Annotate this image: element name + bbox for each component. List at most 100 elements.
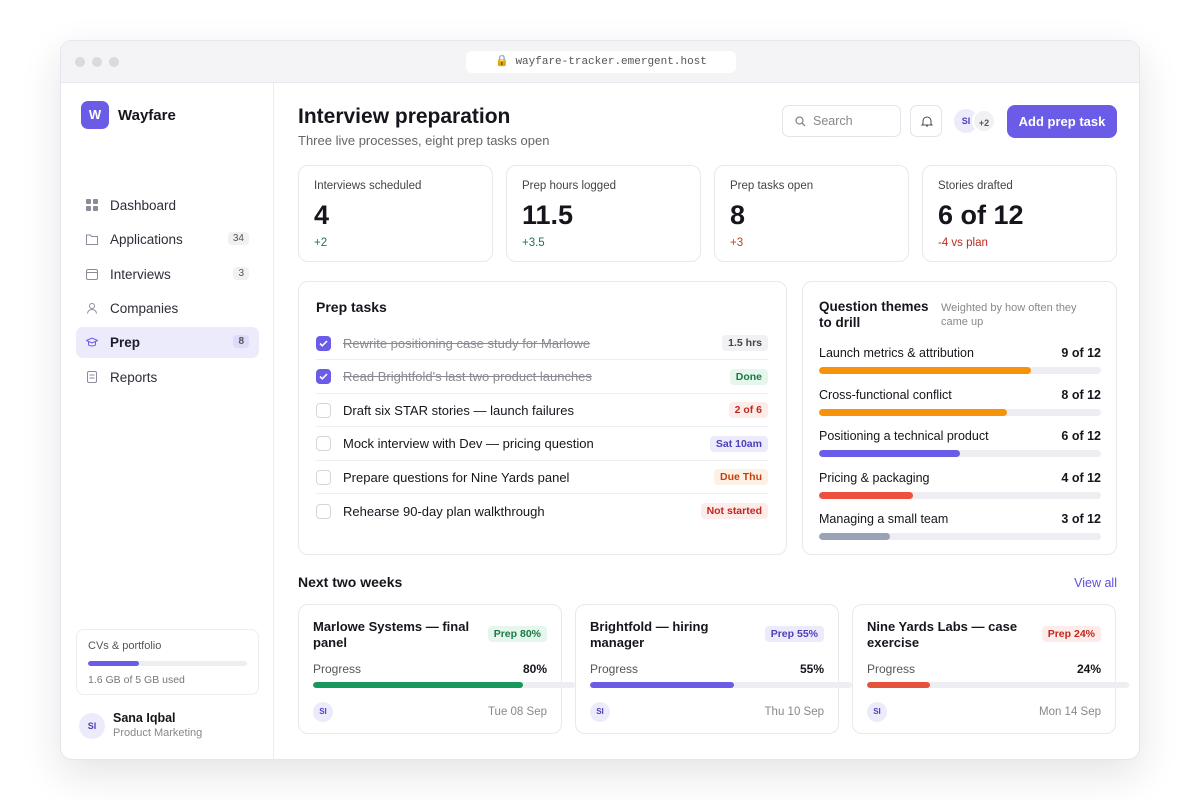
tasks-card: Prep tasks Rewrite positioning case stud… [298,281,787,555]
themes-note: Weighted by how often they came up [941,302,1077,328]
theme-head: Pricing & packaging 4 of 12 [819,471,1101,485]
theme: Managing a small team 3 of 12 [819,512,1101,541]
brand: Wayfare [118,107,176,124]
main: Interview preparation Three live process… [298,83,1129,759]
stat-card: Prep hours logged 11.5 +3.5 [506,165,701,262]
checkbox[interactable] [316,369,331,384]
checkbox[interactable] [316,335,331,351]
theme-bar [819,491,913,499]
deal-name: Marlowe Systems — final panel [313,619,470,650]
task-row: Read Brightfold's last two product launc… [316,361,768,394]
task-badge: Sat 10am [709,435,768,452]
theme-head: Cross-functional conflict 8 of 12 [819,388,1101,402]
nav-count: 34 [227,232,249,246]
nav-label: Prep [110,335,141,351]
theme: Cross-functional conflict 8 of 12 [819,388,1101,416]
task-text: Prepare questions for Nine Yards panel [343,469,570,485]
theme: Launch metrics & attribution 9 of 12 [819,346,1101,374]
task-row: Rewrite positioning case study for Marlo… [316,327,768,360]
stat-value: 11.5 [522,200,574,230]
check-icon [319,373,328,380]
url: wayfare-tracker.emergent.host [515,56,707,68]
theme-name: Pricing & packaging [819,470,930,485]
nav-count: 3 [233,266,249,280]
theme-bar [819,450,960,458]
storage-label: 1.6 GB of 5 GB used [88,674,185,686]
progress-track [590,682,852,688]
nav-item[interactable]: Prep 8 [76,327,259,359]
upcoming-title: Next two weeks [298,574,403,590]
task-text: Mock interview with Dev — pricing questi… [343,436,594,451]
task-row: Mock interview with Dev — pricing questi… [316,428,768,461]
progress-track [867,682,1129,688]
logo: W [81,101,109,129]
nav-label: Companies [110,300,179,316]
theme-bar [819,533,890,541]
url-bar[interactable]: 🔒 wayfare-tracker.emergent.host [466,51,736,73]
stat-delta: +3 [730,237,744,249]
theme: Positioning a technical product 6 of 12 [819,429,1101,458]
deal-badge: Prep 24% [1041,626,1101,642]
checkbox[interactable] [316,436,331,451]
nav-item[interactable]: Applications 34 [76,224,259,255]
deal-card[interactable]: Marlowe Systems — final panel Prep 80% Pro… [298,604,575,734]
progress-value: 24% [1076,662,1101,676]
theme-track [819,491,1101,499]
page-title: Interview preparation [298,105,511,128]
theme-count: 4 of 12 [1061,470,1101,485]
progress-label: Progress [867,662,916,676]
tasks-title: Prep tasks [316,299,387,315]
checkbox[interactable] [316,469,331,485]
stat-label: Stories drafted [938,180,1013,192]
notifications[interactable] [910,105,942,137]
deal-badge: Prep 80% [487,626,547,642]
user-role: Product Marketing [113,727,203,739]
task-row: Rehearse 90-day plan walkthrough Not star… [316,495,768,528]
bell-icon [921,116,933,127]
stat-label: Prep tasks open [730,180,814,192]
task-row: Draft six STAR stories — launch failures… [316,394,768,427]
theme-name: Managing a small team [819,512,949,527]
window-dot [92,57,102,67]
checkbox[interactable] [316,402,331,418]
deal-card[interactable]: Brightfold — hiring manager Prep 55% Progr… [575,604,852,734]
task-text: Rehearse 90-day plan walkthrough [343,503,545,519]
progress-label: Progress [590,662,639,676]
task-row: Prepare questions for Nine Yards panel Du… [316,461,768,494]
title-bar: 🔒 wayfare-tracker.emergent.host [61,41,1139,83]
nav-label: Applications [110,232,183,248]
nav-item[interactable]: Reports [76,362,259,393]
stat-value: 8 [730,200,746,230]
theme-bar [819,367,1031,374]
nav-item[interactable]: Interviews 3 [76,259,259,290]
theme-head: Positioning a technical product 6 of 12 [819,429,1101,443]
sidebar: W Wayfare Dashboard Applications 34 Intervi… [61,83,274,759]
search[interactable]: Search [782,105,901,137]
theme-count: 3 of 12 [1061,512,1101,527]
window-dot [75,57,85,67]
themes-card: Question themes to drill Weighted by how… [802,281,1117,555]
task-badge: 1.5 hrs [722,335,768,351]
nav-item[interactable]: Dashboard [76,190,259,221]
theme-bar [819,408,1007,416]
checkbox[interactable] [316,503,331,519]
theme-name: Launch metrics & attribution [819,346,974,360]
theme-track [819,450,1101,458]
view-all[interactable]: View all [1074,576,1117,590]
nav-icon [87,370,97,383]
stat-delta: -4 vs plan [938,237,988,249]
nav-icon [87,302,97,314]
task-text: Rewrite positioning case study for Marlo… [343,335,591,351]
task-badge: Due Thu [714,469,768,485]
nav-label: Interviews [110,266,171,282]
deal-badge: Prep 55% [764,626,824,642]
nav-item[interactable]: Companies [76,293,259,324]
nav-icon [86,268,98,280]
stat-delta: +2 [314,237,328,249]
task-text: Draft six STAR stories — launch failures [343,402,574,418]
add-button[interactable]: Add prep task [1007,105,1117,138]
user-name: Sana Iqbal [113,711,176,725]
deal-card[interactable]: Nine Yards Labs — case exercise Prep 24% P… [852,604,1129,734]
